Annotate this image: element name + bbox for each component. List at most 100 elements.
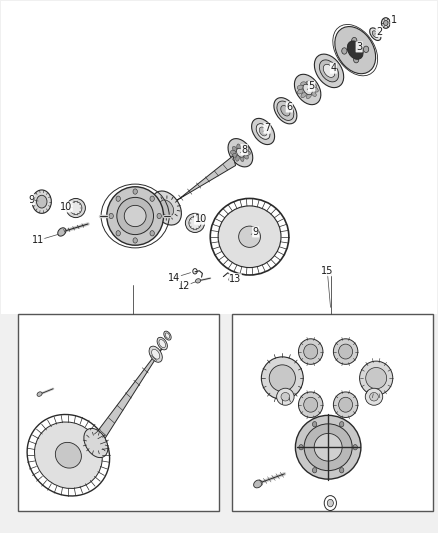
Ellipse shape [70,201,82,214]
Ellipse shape [370,392,378,401]
Ellipse shape [298,339,323,365]
Polygon shape [170,156,236,206]
Polygon shape [96,349,162,442]
Ellipse shape [165,333,170,338]
Circle shape [133,238,138,243]
Ellipse shape [306,81,312,85]
Ellipse shape [58,228,66,236]
Ellipse shape [281,392,290,401]
Ellipse shape [164,331,171,340]
Ellipse shape [241,144,245,150]
Ellipse shape [307,93,311,99]
Ellipse shape [244,147,249,152]
Ellipse shape [159,200,173,216]
Ellipse shape [159,340,166,348]
Circle shape [312,467,317,473]
Ellipse shape [365,388,383,405]
Ellipse shape [298,392,323,417]
Ellipse shape [303,84,312,95]
Ellipse shape [347,41,363,59]
Ellipse shape [251,118,275,144]
Ellipse shape [311,91,316,96]
Ellipse shape [189,216,201,229]
Ellipse shape [281,106,290,116]
Ellipse shape [240,155,244,161]
Ellipse shape [339,397,353,412]
Ellipse shape [117,197,153,235]
Ellipse shape [333,339,358,365]
Ellipse shape [237,148,244,157]
Ellipse shape [313,87,318,92]
Ellipse shape [236,155,240,161]
Ellipse shape [107,187,163,245]
Ellipse shape [245,151,251,155]
Circle shape [312,422,317,427]
Ellipse shape [314,433,342,461]
Circle shape [327,499,333,507]
Text: 10: 10 [194,214,207,224]
Text: 4: 4 [330,63,336,73]
Ellipse shape [300,82,307,86]
Ellipse shape [256,124,270,139]
Bar [232,314,433,511]
Ellipse shape [239,226,261,247]
Ellipse shape [55,442,81,468]
Text: 8: 8 [241,144,247,155]
Circle shape [339,467,344,473]
Ellipse shape [297,90,303,94]
Ellipse shape [35,422,102,488]
Ellipse shape [149,346,162,362]
Ellipse shape [152,349,160,359]
Ellipse shape [218,206,281,268]
Text: 14: 14 [168,273,180,282]
Ellipse shape [295,415,361,479]
Bar [1,1,437,309]
Ellipse shape [339,344,353,359]
Ellipse shape [195,279,201,283]
Ellipse shape [84,429,108,458]
Ellipse shape [237,144,240,150]
Circle shape [384,20,388,26]
Circle shape [150,231,154,236]
Ellipse shape [277,101,294,120]
Ellipse shape [36,195,47,208]
Ellipse shape [232,154,237,158]
Circle shape [364,46,369,52]
Ellipse shape [301,92,307,98]
Circle shape [339,422,344,427]
Bar [1,1,437,309]
Ellipse shape [304,424,352,471]
Circle shape [352,37,357,44]
Text: 12: 12 [178,281,190,291]
Text: 13: 13 [229,274,241,284]
Ellipse shape [230,150,236,155]
Circle shape [381,18,390,28]
Ellipse shape [228,139,253,167]
Bar [18,314,219,511]
Ellipse shape [311,83,317,88]
Text: 9: 9 [28,195,34,205]
Circle shape [150,196,154,201]
Ellipse shape [152,191,181,225]
Circle shape [299,445,303,450]
Ellipse shape [304,344,318,359]
Ellipse shape [244,154,248,159]
Ellipse shape [269,365,295,391]
Circle shape [342,48,347,54]
Text: 10: 10 [60,202,72,212]
Circle shape [116,196,120,201]
Ellipse shape [157,337,167,350]
Text: 3: 3 [356,42,362,52]
Ellipse shape [37,392,42,397]
Ellipse shape [185,213,205,232]
Circle shape [116,231,120,236]
Ellipse shape [297,85,303,90]
Text: 15: 15 [321,266,333,276]
Ellipse shape [233,147,237,151]
Ellipse shape [360,361,393,395]
Ellipse shape [370,28,381,41]
Circle shape [157,213,161,219]
Ellipse shape [32,190,51,213]
Ellipse shape [66,198,85,217]
Ellipse shape [314,54,344,87]
